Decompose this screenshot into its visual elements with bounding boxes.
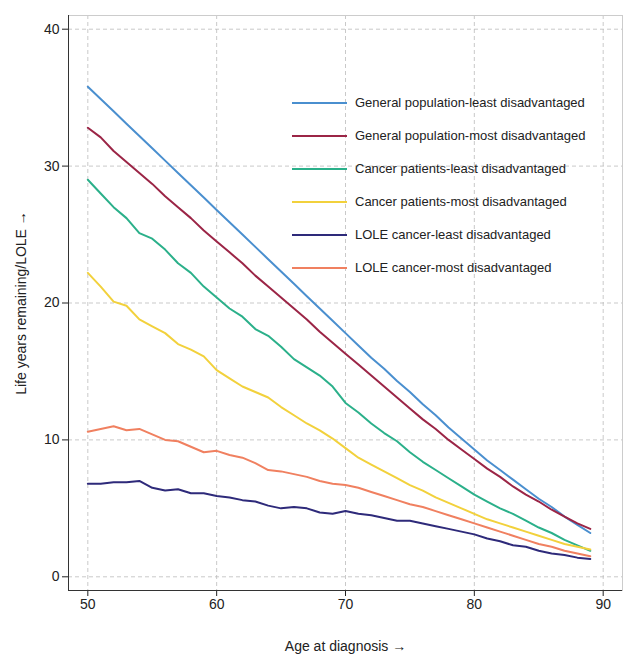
- html-text:General population-least disad: General population-least disadvantaged: [355, 95, 585, 110]
- html-text:Cancer patients-most disadvant: Cancer patients-most disadvantaged: [355, 194, 567, 209]
- svg-text:Age at diagnosis →: Age at diagnosis →: [285, 638, 406, 654]
- svg-text:50: 50: [80, 596, 96, 612]
- svg-text:Life years remaining/LOLE →: Life years remaining/LOLE →: [13, 211, 29, 395]
- svg-text:0: 0: [52, 568, 60, 584]
- svg-text:40: 40: [44, 21, 60, 37]
- html-text:General population-most disadv: General population-most disadvantaged: [355, 128, 586, 143]
- svg-text:10: 10: [44, 431, 60, 447]
- html-text:Cancer patients-least disadvan: Cancer patients-least disadvantaged: [355, 161, 566, 176]
- svg-text:30: 30: [44, 158, 60, 174]
- html-text:LOLE cancer-most disadvantaged: LOLE cancer-most disadvantaged: [355, 260, 552, 275]
- svg-text:80: 80: [467, 596, 483, 612]
- svg-text:90: 90: [595, 596, 611, 612]
- svg-text:60: 60: [209, 596, 225, 612]
- svg-text:70: 70: [338, 596, 354, 612]
- html-text:LOLE cancer-least disadvantage: LOLE cancer-least disadvantaged: [355, 227, 551, 242]
- svg-text:20: 20: [44, 294, 60, 310]
